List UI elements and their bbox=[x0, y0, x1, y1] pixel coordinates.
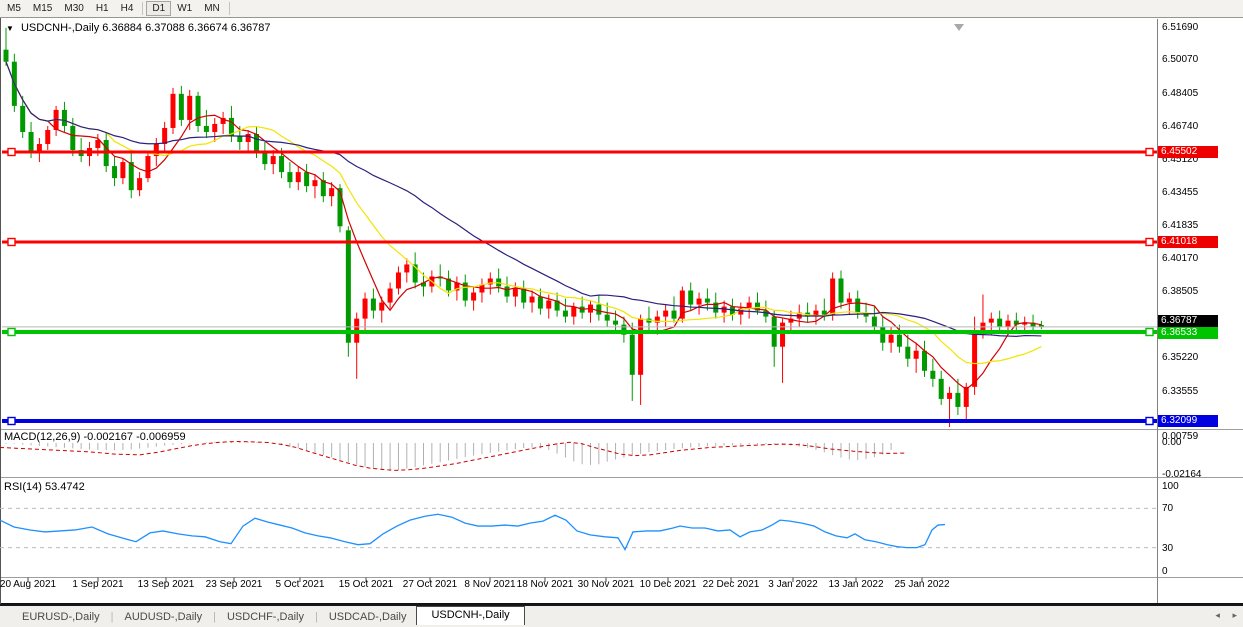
tab-scroll-right-icon[interactable]: ▸ bbox=[1232, 610, 1237, 620]
toolbar-separator bbox=[142, 2, 144, 15]
price-tick-label: 6.45120 bbox=[1162, 153, 1199, 165]
timeframe-h1-button[interactable]: H1 bbox=[90, 1, 115, 16]
date-label: 15 Oct 2021 bbox=[338, 579, 394, 590]
price-tick-label: 6.46740 bbox=[1162, 121, 1199, 133]
resistance-level-badge: 6.41018 bbox=[1158, 235, 1218, 248]
rsi-indicator-label: RSI(14) 53.4742 bbox=[4, 481, 85, 493]
chart-title: ▼ USDCNH-,Daily 6.36884 6.37088 6.36674 … bbox=[6, 22, 271, 34]
price-tick-label: 6.38505 bbox=[1162, 286, 1199, 298]
price-tick-label: 6.48405 bbox=[1162, 87, 1199, 99]
price-tick-label: 6.35220 bbox=[1162, 352, 1199, 364]
chart-symbol-label: USDCNH-,Daily bbox=[20, 22, 100, 34]
date-label: 1 Sep 2021 bbox=[72, 579, 124, 590]
support-level-badge: 6.32099 bbox=[1158, 414, 1218, 427]
tab-audusd-daily[interactable]: AUDUSD-,Daily bbox=[124, 610, 203, 623]
timeframe-w1-button[interactable]: W1 bbox=[171, 1, 198, 16]
rsi-axis-label: 100 bbox=[1162, 481, 1179, 492]
tab-separator: | bbox=[213, 610, 216, 623]
support-level-badge: 6.36533 bbox=[1158, 327, 1218, 339]
date-label: 3 Jan 2022 bbox=[768, 579, 818, 590]
timeframe-m15-button[interactable]: M15 bbox=[27, 1, 58, 16]
current-price-badge: 6.36787 bbox=[1158, 314, 1218, 327]
symbol-tab-bar: EURUSD-,Daily | AUDUSD-,Daily | USDCHF-,… bbox=[0, 604, 1243, 627]
date-label: 20 Aug 2021 bbox=[0, 579, 57, 590]
date-label: 8 Nov 2021 bbox=[464, 579, 516, 590]
chart-shift-marker-icon[interactable] bbox=[954, 24, 964, 31]
timeframe-toolbar: M5 M15 M30 H1 H4 D1 W1 MN bbox=[0, 0, 1243, 18]
date-label: 25 Jan 2022 bbox=[894, 579, 950, 590]
price-tick-label: 6.51690 bbox=[1162, 21, 1199, 33]
date-label: 10 Dec 2021 bbox=[639, 579, 697, 590]
tab-scroll-left-icon[interactable]: ◂ bbox=[1215, 610, 1220, 620]
toolbar-separator bbox=[228, 2, 230, 15]
date-label: 23 Sep 2021 bbox=[205, 579, 263, 590]
date-label: 30 Nov 2021 bbox=[577, 579, 635, 590]
timeframe-m30-button[interactable]: M30 bbox=[58, 1, 89, 16]
price-tick-label: 6.41835 bbox=[1162, 219, 1199, 231]
timeframe-d1-button[interactable]: D1 bbox=[146, 1, 172, 16]
macd-indicator-label: MACD(12,26,9) -0.002167 -0.006959 bbox=[4, 431, 186, 443]
chart-ohlc-values: 6.36884 6.37088 6.36674 6.36787 bbox=[102, 22, 271, 34]
tab-separator: | bbox=[110, 610, 114, 623]
tab-separator: | bbox=[314, 610, 318, 623]
date-label: 22 Dec 2021 bbox=[702, 579, 760, 590]
price-tick-label: 6.33555 bbox=[1162, 385, 1199, 397]
collapse-triangle-icon[interactable]: ▼ bbox=[6, 24, 14, 33]
price-tick-label: 6.43455 bbox=[1162, 187, 1199, 199]
tab-usdcad-daily[interactable]: USDCAD-,Daily bbox=[328, 610, 407, 623]
tab-usdchf-daily[interactable]: USDCHF-,Daily bbox=[226, 610, 304, 623]
rsi-axis-label: 70 bbox=[1162, 503, 1174, 514]
tab-usdcnh-daily[interactable]: USDCNH-,Daily bbox=[416, 606, 525, 625]
resistance-level-badge: 6.45502 bbox=[1158, 146, 1218, 158]
timeframe-m5-button[interactable]: M5 bbox=[1, 1, 27, 16]
macd-axis-label: 0.00759 bbox=[1162, 431, 1199, 442]
tab-eurusd-daily[interactable]: EURUSD-,Daily bbox=[22, 610, 100, 623]
date-label: 5 Oct 2021 bbox=[275, 579, 325, 590]
timeframe-mn-button[interactable]: MN bbox=[198, 1, 226, 16]
rsi-axis-label: 0 bbox=[1162, 566, 1168, 577]
price-tick-label: 6.50070 bbox=[1162, 54, 1199, 66]
macd-axis-label: 0.00 bbox=[1162, 437, 1182, 448]
date-label: 13 Sep 2021 bbox=[137, 579, 195, 590]
macd-axis-label: -0.02164 bbox=[1162, 469, 1202, 480]
price-tick-label: 6.40170 bbox=[1162, 253, 1199, 264]
timeframe-h4-button[interactable]: H4 bbox=[115, 1, 140, 16]
date-label: 18 Nov 2021 bbox=[516, 579, 574, 590]
date-label: 13 Jan 2022 bbox=[828, 579, 884, 590]
date-label: 27 Oct 2021 bbox=[402, 579, 458, 590]
rsi-axis-label: 30 bbox=[1162, 543, 1174, 554]
tab-scroll-controls: ◂ ▸ bbox=[1205, 610, 1237, 621]
